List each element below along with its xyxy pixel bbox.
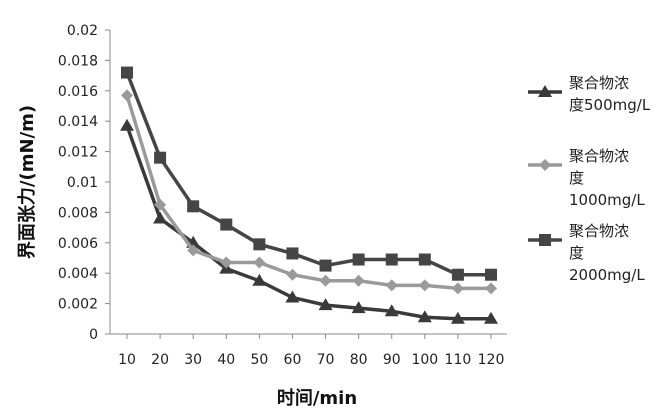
legend-label: 度 — [569, 244, 584, 262]
data-point-square — [319, 259, 332, 272]
legend-label: 聚合物浓 — [569, 222, 629, 240]
data-point-diamond — [220, 256, 233, 269]
legend-label: 2000mg/L — [569, 266, 645, 284]
legend-label: 度 — [569, 169, 584, 187]
y-tick-label: 0 — [89, 327, 98, 343]
data-point-triangle — [318, 298, 333, 311]
legend-label: 1000mg/L — [569, 191, 645, 209]
data-point-square — [286, 247, 299, 260]
data-point-diamond — [385, 279, 398, 292]
legend-marker-triangle — [538, 85, 552, 97]
x-tick-label: 20 — [151, 352, 169, 368]
x-tick-label: 30 — [184, 352, 202, 368]
y-tick-label: 0.006 — [58, 236, 98, 252]
data-point-triangle — [252, 273, 267, 286]
data-point-square — [121, 66, 133, 79]
y-axis-label: 界面张力/(mN/m) — [17, 105, 38, 259]
data-point-diamond — [418, 279, 431, 292]
y-tick-label: 0.002 — [58, 297, 98, 313]
data-point-diamond — [121, 89, 133, 102]
data-point-triangle — [120, 118, 134, 131]
data-point-diamond — [253, 256, 266, 269]
data-point-triangle — [351, 301, 366, 314]
data-point-triangle — [450, 311, 465, 324]
data-point-diamond — [451, 282, 464, 295]
x-tick-label: 120 — [478, 352, 505, 368]
data-point-diamond — [187, 244, 200, 257]
data-point-square — [451, 268, 464, 281]
x-tick-label: 70 — [317, 352, 335, 368]
series-line-square — [125, 71, 491, 277]
legend-label: 度500mg/L — [569, 96, 651, 114]
y-tick-label: 0.014 — [58, 114, 98, 130]
data-point-triangle — [384, 304, 399, 317]
y-tick-label: 0.008 — [58, 205, 98, 221]
data-point-triangle — [484, 311, 498, 324]
legend-label: 聚合物浓 — [569, 74, 629, 92]
data-point-square — [220, 218, 233, 231]
data-point-square — [485, 268, 497, 281]
data-point-square — [253, 238, 266, 251]
y-tick-label: 0.016 — [58, 84, 98, 100]
data-point-diamond — [352, 274, 365, 287]
data-point-square — [187, 200, 200, 213]
x-tick-label: 80 — [350, 352, 368, 368]
x-tick-label: 110 — [445, 352, 472, 368]
series-line-diamond — [125, 94, 491, 291]
data-point-square — [154, 151, 167, 164]
x-tick-label: 100 — [411, 352, 438, 368]
x-tick-label: 90 — [383, 352, 401, 368]
data-point-triangle — [285, 290, 300, 303]
data-point-square — [418, 253, 431, 266]
data-point-triangle — [417, 310, 432, 323]
x-tick-label: 50 — [250, 352, 268, 368]
data-point-diamond — [286, 268, 299, 281]
data-point-square — [385, 253, 398, 266]
y-tick-label: 0.02 — [67, 23, 98, 39]
data-point-diamond — [485, 282, 497, 295]
data-point-square — [352, 253, 365, 266]
x-tick-label: 10 — [118, 352, 136, 368]
data-point-diamond — [319, 274, 332, 287]
x-tick-label: 40 — [217, 352, 235, 368]
x-axis-label: 时间/min — [277, 388, 357, 409]
data-point-diamond — [154, 198, 167, 211]
y-tick-label: 0.018 — [58, 53, 98, 69]
x-tick-label: 60 — [284, 352, 302, 368]
y-tick-label: 0.01 — [67, 175, 98, 191]
legend-marker-diamond — [539, 159, 551, 171]
legend-label: 聚合物浓 — [569, 147, 629, 165]
data-point-triangle — [153, 211, 168, 224]
legend-marker-square — [539, 234, 551, 246]
y-tick-label: 0.004 — [58, 266, 98, 282]
series-line-triangle — [125, 125, 491, 321]
y-tick-label: 0.012 — [58, 145, 98, 161]
